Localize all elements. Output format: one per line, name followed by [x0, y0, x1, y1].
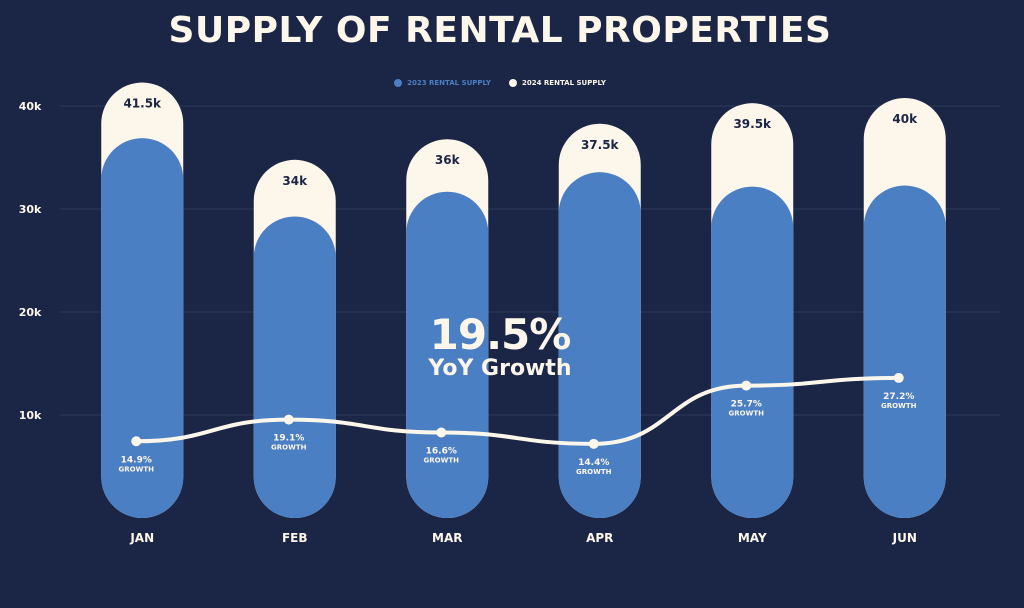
- growth-label: 14.9%: [121, 455, 152, 465]
- yoy-growth-text: YoY Growth: [428, 356, 572, 381]
- growth-sublabel: GROWTH: [729, 410, 765, 418]
- data-label-2024: 37.5k: [581, 138, 620, 152]
- growth-point[interactable]: [893, 372, 904, 383]
- legend-swatch-2023: [394, 79, 403, 87]
- y-tick-label: 40k: [19, 100, 42, 113]
- growth-sublabel: GROWTH: [271, 444, 307, 452]
- growth-label: 27.2%: [883, 392, 914, 402]
- bar-2023[interactable]: [558, 172, 641, 519]
- chart-title: SUPPLY OF RENTAL PROPERTIES: [168, 10, 832, 51]
- bar-2023[interactable]: [101, 138, 184, 519]
- growth-point[interactable]: [131, 436, 142, 447]
- growth-sublabel: GROWTH: [881, 402, 917, 410]
- bar-2023[interactable]: [253, 216, 336, 518]
- x-tick-label: JAN: [129, 531, 154, 545]
- legend-label-2024: 2024 RENTAL SUPPLY: [522, 79, 606, 87]
- growth-point[interactable]: [588, 438, 599, 449]
- bar-2023[interactable]: [863, 185, 946, 518]
- growth-label: 25.7%: [731, 400, 762, 410]
- growth-point[interactable]: [436, 427, 447, 438]
- data-label-2024: 39.5k: [733, 117, 772, 131]
- legend-item-2024[interactable]: 2024 RENTAL SUPPLY: [509, 79, 606, 87]
- x-tick-label: MAY: [738, 531, 767, 545]
- legend: 2023 RENTAL SUPPLY 2024 RENTAL SUPPLY: [0, 79, 1000, 87]
- growth-label: 19.1%: [273, 434, 304, 444]
- bar-2023[interactable]: [711, 186, 794, 518]
- legend-label-2023: 2023 RENTAL SUPPLY: [407, 79, 491, 87]
- x-tick-label: JUN: [892, 531, 917, 545]
- growth-point[interactable]: [283, 414, 294, 425]
- x-tick-label: FEB: [282, 531, 308, 545]
- yoy-growth-value: 19.5%: [429, 310, 572, 359]
- data-label-2024: 36k: [435, 153, 461, 167]
- legend-item-2023[interactable]: 2023 RENTAL SUPPLY: [394, 79, 491, 87]
- growth-sublabel: GROWTH: [119, 465, 155, 473]
- y-tick-label: 20k: [19, 306, 42, 319]
- bar-2023[interactable]: [406, 191, 489, 518]
- growth-sublabel: GROWTH: [576, 468, 612, 476]
- y-tick-label: 10k: [19, 409, 42, 422]
- growth-line: [134, 375, 901, 446]
- x-tick-label: APR: [586, 531, 613, 545]
- data-label-2024: 41.5k: [123, 97, 162, 111]
- growth-sublabel: GROWTH: [424, 457, 460, 465]
- x-tick-label: MAR: [432, 531, 462, 545]
- growth-label: 16.6%: [426, 447, 457, 457]
- data-label-2024: 40k: [892, 112, 918, 126]
- growth-label: 14.4%: [578, 458, 609, 468]
- growth-point[interactable]: [741, 380, 752, 391]
- y-tick-label: 30k: [19, 203, 42, 216]
- yoy-growth-callout: 19.5% YoY Growth: [400, 312, 600, 380]
- data-label-2024: 34k: [282, 174, 308, 188]
- legend-swatch-2024: [509, 79, 517, 87]
